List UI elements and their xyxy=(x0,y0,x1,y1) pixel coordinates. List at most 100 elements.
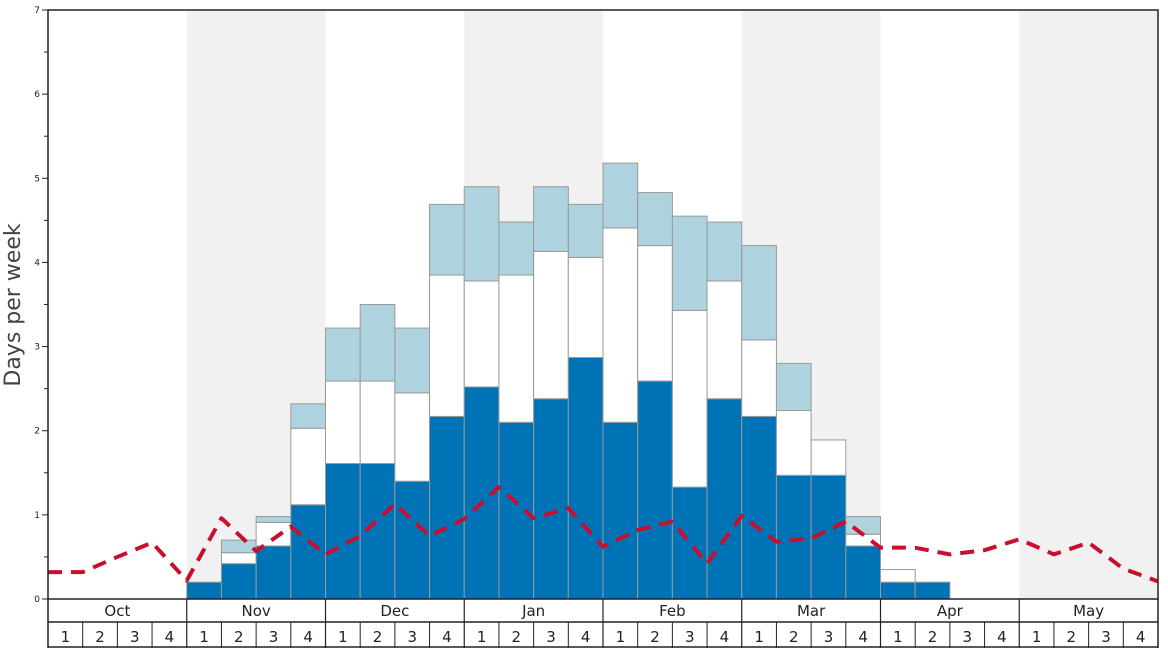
bar-middle-week-6 xyxy=(220,552,257,565)
bar-top-week-6 xyxy=(220,539,257,554)
bar-base-week-12 xyxy=(429,415,465,600)
week-label: 2 xyxy=(650,628,660,646)
bar-base-week-8 xyxy=(290,504,326,600)
bar-top-week-19 xyxy=(671,215,708,311)
y-tick-label: 3 xyxy=(34,343,40,353)
bar-base-week-16 xyxy=(567,357,604,600)
bar-middle-week-20 xyxy=(706,280,743,400)
bar-base-week-14 xyxy=(498,421,535,600)
bar-top-week-16 xyxy=(567,203,604,258)
bar-base-week-22 xyxy=(775,474,812,600)
bar-top-week-15 xyxy=(533,186,569,252)
week-label: 4 xyxy=(1136,628,1146,646)
bar-middle-week-10 xyxy=(359,380,396,465)
week-label: 3 xyxy=(407,628,417,646)
week-label: 4 xyxy=(165,628,175,646)
bar-base-week-25 xyxy=(880,581,916,600)
week-label: 1 xyxy=(893,628,903,646)
bar-base-week-7 xyxy=(255,545,292,600)
bar-middle-week-22 xyxy=(775,410,812,476)
month-label-dec: Dec xyxy=(380,602,409,620)
bar-base-week-11 xyxy=(394,480,431,600)
week-label: 2 xyxy=(928,628,938,646)
y-tick-label: 1 xyxy=(34,511,40,521)
week-label: 1 xyxy=(616,628,626,646)
week-label: 2 xyxy=(789,628,799,646)
bar-top-week-12 xyxy=(429,203,465,276)
y-axis-label: Days per week xyxy=(1,223,26,386)
week-label: 4 xyxy=(581,628,591,646)
week-label: 1 xyxy=(199,628,209,646)
week-label: 4 xyxy=(720,628,730,646)
week-label: 3 xyxy=(269,628,279,646)
bar-middle-week-8 xyxy=(290,427,326,506)
month-label-may: May xyxy=(1073,602,1104,620)
y-tick-label: 2 xyxy=(34,427,40,437)
bar-top-week-24 xyxy=(845,516,881,535)
bar-top-week-8 xyxy=(290,403,326,429)
bar-middle-week-15 xyxy=(533,250,569,400)
week-label: 3 xyxy=(1101,628,1111,646)
week-label: 3 xyxy=(546,628,556,646)
bar-top-week-17 xyxy=(602,162,639,229)
bar-top-week-10 xyxy=(359,304,396,382)
week-label: 2 xyxy=(512,628,522,646)
week-label: 1 xyxy=(338,628,348,646)
week-label: 4 xyxy=(997,628,1007,646)
bar-base-week-19 xyxy=(671,486,708,600)
bar-base-week-18 xyxy=(637,380,673,600)
bars xyxy=(186,162,951,600)
bar-middle-week-18 xyxy=(637,245,673,382)
week-label: 2 xyxy=(1067,628,1077,646)
bar-base-week-17 xyxy=(602,421,639,600)
week-label: 3 xyxy=(685,628,695,646)
week-label: 4 xyxy=(442,628,452,646)
week-label: 4 xyxy=(303,628,313,646)
month-label-feb: Feb xyxy=(659,602,686,620)
week-label: 3 xyxy=(962,628,972,646)
bar-top-week-20 xyxy=(706,221,743,282)
week-label: 1 xyxy=(754,628,764,646)
bar-middle-week-14 xyxy=(498,274,535,423)
month-label-oct: Oct xyxy=(104,602,130,620)
average-dashed-line xyxy=(48,485,1159,584)
bar-base-week-9 xyxy=(325,463,361,600)
bar-base-week-21 xyxy=(741,415,777,600)
y-tick-label: 4 xyxy=(34,258,40,268)
month-label-mar: Mar xyxy=(797,602,826,620)
bar-top-week-9 xyxy=(325,327,361,382)
bar-top-week-21 xyxy=(741,245,777,341)
month-shade-may xyxy=(1019,10,1158,599)
bar-base-week-15 xyxy=(533,398,569,600)
bar-middle-week-12 xyxy=(429,274,465,417)
bar-base-week-24 xyxy=(845,545,881,600)
bar-middle-week-17 xyxy=(602,227,639,423)
month-label-nov: Nov xyxy=(241,602,270,620)
bar-top-week-14 xyxy=(498,221,535,276)
y-tick-label: 0 xyxy=(34,595,40,605)
bar-top-week-22 xyxy=(775,362,812,412)
week-label: 2 xyxy=(373,628,383,646)
y-tick-label: 7 xyxy=(34,6,40,16)
bar-top-week-11 xyxy=(394,327,431,394)
bar-base-week-26 xyxy=(914,581,951,600)
bar-top-week-18 xyxy=(637,192,673,247)
bar-middle-week-16 xyxy=(567,256,604,359)
week-label: 1 xyxy=(61,628,71,646)
bar-base-week-5 xyxy=(186,581,222,600)
bar-top-week-13 xyxy=(463,186,500,282)
month-label-apr: Apr xyxy=(937,602,964,620)
bar-middle-week-23 xyxy=(810,439,847,476)
bar-top-week-7 xyxy=(255,516,292,523)
bar-base-week-6 xyxy=(220,563,257,600)
bar-middle-week-21 xyxy=(741,339,777,417)
bar-middle-week-19 xyxy=(671,309,708,488)
week-label: 1 xyxy=(477,628,487,646)
axes: 0 1 2 3 4 5 6 7 Oct Nov Dec Jan Feb Mar Apr May 1 2 3 4 1 2 3 4… xyxy=(34,6,1159,648)
y-tick-label: 5 xyxy=(34,174,40,184)
average-line xyxy=(48,485,1159,584)
bar-middle-week-9 xyxy=(325,380,361,465)
bar-middle-week-13 xyxy=(463,280,500,388)
